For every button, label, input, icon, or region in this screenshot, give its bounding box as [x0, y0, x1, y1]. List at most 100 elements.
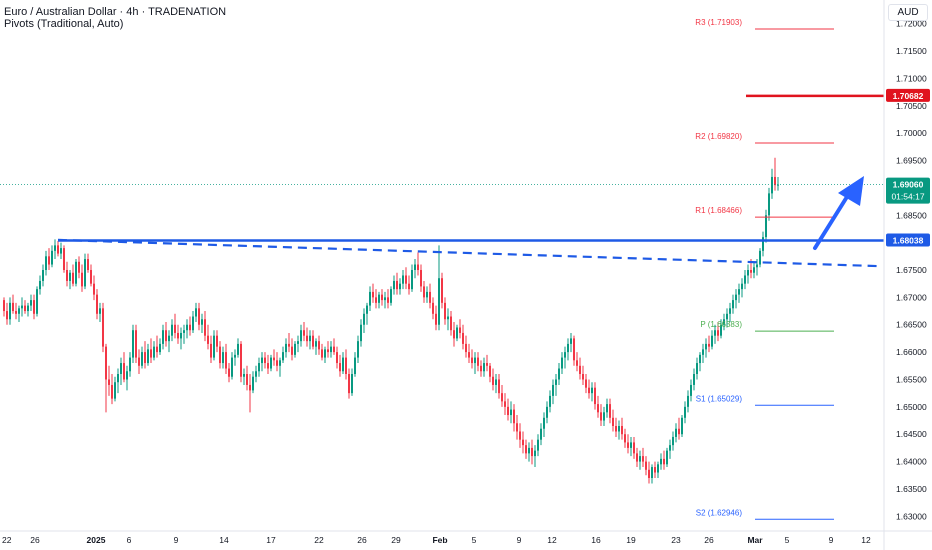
candle — [414, 259, 416, 279]
candle-body — [552, 384, 554, 396]
y-tick-label: 1.67000 — [896, 292, 927, 302]
resistance-price-tag: 1.70682 — [886, 88, 930, 102]
candle — [234, 349, 236, 366]
candle-body — [306, 335, 308, 342]
candle-body — [72, 272, 74, 284]
candle — [24, 300, 26, 314]
y-tick-label: 1.71500 — [896, 46, 927, 56]
candle — [339, 354, 341, 377]
candle — [528, 442, 530, 462]
candle — [615, 417, 617, 437]
candle-body — [108, 379, 110, 385]
candle — [702, 343, 704, 364]
candle-body — [459, 327, 461, 333]
candle-body — [270, 357, 272, 369]
candle — [189, 316, 191, 336]
candle — [270, 354, 272, 372]
candle — [597, 395, 599, 418]
y-tick-label: 1.63500 — [896, 484, 927, 494]
candle — [12, 294, 14, 314]
candle — [375, 289, 377, 309]
candle — [663, 450, 665, 470]
candle — [492, 368, 494, 391]
candle — [219, 341, 221, 369]
candle-body — [384, 297, 386, 301]
candle — [690, 379, 692, 402]
candle — [180, 327, 182, 350]
candle — [45, 250, 47, 276]
candle-body — [120, 363, 122, 374]
candle-body — [630, 442, 632, 448]
candle — [570, 332, 572, 353]
candle-body — [606, 404, 608, 413]
candle-body — [555, 379, 557, 385]
candle-body — [243, 374, 245, 377]
candle-body — [162, 330, 164, 344]
candle-body — [498, 379, 500, 394]
candle-body — [132, 330, 134, 358]
candle-body — [489, 365, 491, 377]
candle-body — [546, 406, 548, 418]
candle-body — [111, 384, 113, 399]
candle-body — [324, 349, 326, 358]
candle — [648, 461, 650, 484]
candle — [576, 352, 578, 372]
candle — [399, 278, 401, 295]
candle — [300, 324, 302, 347]
candle — [81, 264, 83, 292]
candle-body — [414, 264, 416, 270]
candle-body — [423, 286, 425, 298]
candle-body — [492, 376, 494, 385]
candle-body — [765, 215, 767, 238]
candle — [348, 368, 350, 399]
candle — [732, 294, 734, 314]
candle — [60, 242, 62, 260]
candle-body — [732, 300, 734, 309]
candle-body — [435, 313, 437, 325]
x-tick-label: 14 — [219, 535, 229, 545]
candle-body — [477, 357, 479, 366]
candle — [333, 338, 335, 355]
candle — [321, 343, 323, 361]
candle — [306, 327, 308, 347]
candle — [48, 248, 50, 270]
candle-body — [693, 374, 695, 385]
candle — [438, 245, 440, 331]
candle-body — [582, 374, 584, 380]
candle-body — [711, 335, 713, 347]
candle-body — [564, 352, 566, 358]
candle-body — [660, 458, 662, 465]
candle — [531, 439, 533, 465]
candle — [729, 302, 731, 322]
candle-body — [135, 330, 137, 358]
candle — [546, 401, 548, 424]
candle-body — [123, 363, 125, 380]
candle-body — [117, 374, 119, 383]
candle-body — [144, 352, 146, 364]
candle — [246, 365, 248, 391]
candle-body — [483, 363, 485, 372]
candle-body — [231, 357, 233, 377]
candle — [93, 275, 95, 301]
candle-body — [444, 302, 446, 320]
candle-body — [714, 330, 716, 336]
candle — [105, 343, 107, 413]
candle — [450, 311, 452, 336]
candle-body — [360, 324, 362, 342]
candle-body — [603, 412, 605, 421]
candle-body — [729, 308, 731, 314]
candle-body — [471, 357, 473, 364]
candle — [402, 270, 404, 290]
candle-body — [369, 291, 371, 306]
candle — [90, 264, 92, 287]
currency-label[interactable]: AUD — [888, 4, 928, 21]
candle-body — [672, 436, 674, 446]
candle-body — [129, 357, 131, 372]
x-tick-label: 26 — [30, 535, 40, 545]
candle-body — [648, 469, 650, 478]
y-tick-label: 1.67500 — [896, 265, 927, 275]
candle — [624, 428, 626, 448]
candle — [678, 417, 680, 440]
candle-body — [300, 330, 302, 342]
